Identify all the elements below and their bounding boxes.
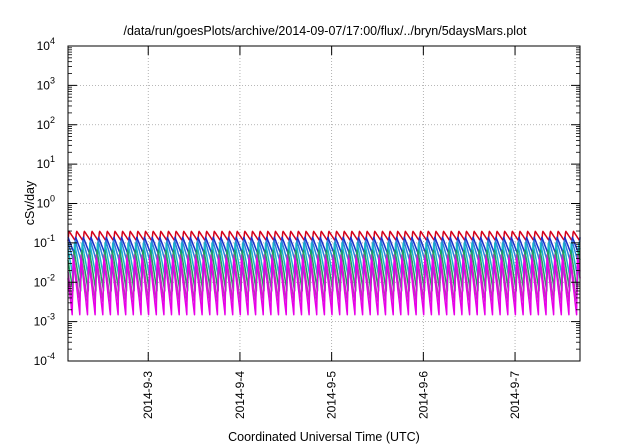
y-tick-label: 102 xyxy=(37,115,55,132)
y-tick-label: 103 xyxy=(37,75,55,92)
y-tick-exponent: 0 xyxy=(50,194,55,204)
y-tick-exponent: -3 xyxy=(47,312,55,322)
y-tick-exponent: -4 xyxy=(47,351,55,361)
series-line xyxy=(67,257,581,316)
x-tick-label: 2014-9-4 xyxy=(233,371,247,419)
y-tick-label: 104 xyxy=(37,36,55,53)
y-tick-exponent: 1 xyxy=(50,154,55,164)
y-tick-base: 10 xyxy=(37,157,51,171)
x-tick-label: 2014-9-7 xyxy=(508,371,522,419)
series-line xyxy=(67,249,581,292)
y-tick-label: 10-3 xyxy=(34,312,55,329)
x-axis-label: Coordinated Universal Time (UTC) xyxy=(228,430,420,444)
y-tick-base: 10 xyxy=(34,236,48,250)
chart-title: /data/run/goesPlots/archive/2014-09-07/1… xyxy=(123,24,527,38)
y-tick-exponent: -2 xyxy=(47,272,55,282)
y-tick-label: 10-2 xyxy=(34,272,55,289)
x-tick-label: 2014-9-6 xyxy=(416,371,430,419)
y-tick-exponent: -1 xyxy=(47,233,55,243)
y-tick-exponent: 2 xyxy=(50,115,55,125)
y-tick-label: 10-4 xyxy=(34,351,55,368)
y-tick-label: 100 xyxy=(37,194,55,211)
y-tick-base: 10 xyxy=(37,78,51,92)
y-tick-label: 101 xyxy=(37,154,55,171)
y-tick-exponent: 3 xyxy=(50,75,55,85)
x-tick-label: 2014-9-3 xyxy=(141,371,155,419)
y-tick-base: 10 xyxy=(34,315,48,329)
x-tick-label: 2014-9-5 xyxy=(325,371,339,419)
y-tick-base: 10 xyxy=(34,354,48,368)
series-group xyxy=(67,230,581,316)
series-line xyxy=(67,242,581,279)
y-tick-base: 10 xyxy=(37,39,51,53)
y-tick-base: 10 xyxy=(34,275,48,289)
y-tick-base: 10 xyxy=(37,197,51,211)
series-line xyxy=(67,230,581,242)
x-axis-ticks: 2014-9-3 2014-9-4 2014-9-5 2014-9-6 2014-9-7 xyxy=(141,46,522,419)
y-tick-exponent: 4 xyxy=(50,36,55,46)
y-tick-label: 10-1 xyxy=(34,233,55,250)
y-axis-label: cSv/day xyxy=(23,180,37,225)
y-tick-base: 10 xyxy=(37,118,51,132)
